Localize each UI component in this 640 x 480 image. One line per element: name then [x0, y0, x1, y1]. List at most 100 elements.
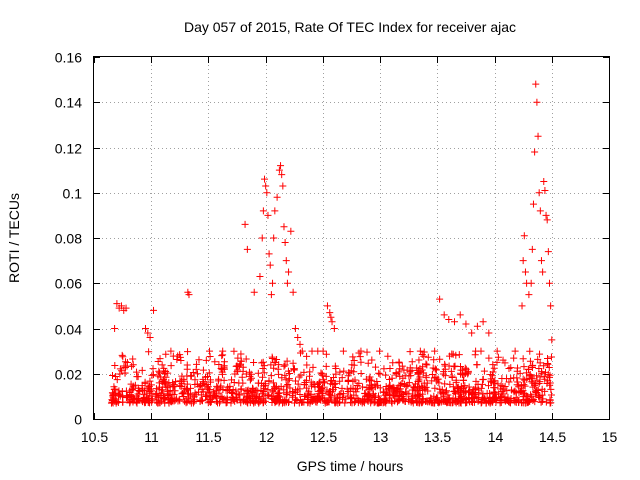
data-point	[485, 329, 493, 337]
data-point	[239, 367, 247, 375]
data-point	[138, 366, 146, 374]
data-point	[211, 358, 219, 366]
data-point	[519, 387, 527, 395]
data-point	[238, 373, 246, 381]
data-point	[422, 374, 430, 382]
data-point	[479, 318, 487, 326]
data-point	[180, 377, 188, 385]
data-point	[252, 386, 260, 394]
data-point	[279, 182, 287, 190]
data-point	[220, 376, 228, 384]
data-point	[176, 353, 184, 361]
data-point	[148, 371, 156, 379]
data-point	[155, 367, 163, 375]
data-point	[381, 388, 389, 396]
data-point	[422, 383, 430, 391]
data-point	[531, 382, 539, 390]
data-point	[511, 387, 519, 395]
data-point	[304, 392, 312, 400]
data-point	[326, 391, 334, 399]
data-point	[254, 387, 262, 395]
data-point	[459, 384, 467, 392]
axis-ticks	[94, 57, 610, 420]
data-point	[197, 396, 205, 404]
data-point	[382, 383, 390, 391]
data-point	[473, 361, 481, 369]
data-point	[489, 361, 497, 369]
data-point	[519, 257, 527, 265]
data-point	[453, 397, 461, 405]
data-point	[317, 369, 325, 377]
data-point	[149, 365, 157, 373]
data-point	[531, 148, 539, 156]
data-point	[287, 227, 295, 235]
data-point	[529, 396, 537, 404]
data-point	[520, 232, 528, 240]
data-point	[503, 387, 511, 395]
data-point	[288, 393, 296, 401]
data-point	[222, 396, 230, 404]
data-point	[380, 365, 388, 373]
data-point	[468, 329, 476, 337]
data-point	[303, 352, 311, 360]
data-point	[542, 398, 550, 406]
data-point	[156, 383, 164, 391]
data-point	[520, 363, 528, 371]
data-point	[344, 378, 352, 386]
data-point	[275, 361, 283, 369]
data-point	[395, 368, 403, 376]
data-point	[505, 364, 513, 372]
data-point	[357, 358, 365, 366]
data-point	[316, 387, 324, 395]
data-point	[457, 366, 465, 374]
data-point	[425, 397, 433, 405]
data-point	[409, 393, 417, 401]
data-point	[527, 279, 535, 287]
data-point	[385, 376, 393, 384]
data-point	[538, 385, 546, 393]
data-point	[234, 354, 242, 362]
data-point	[376, 347, 384, 355]
data-point	[305, 372, 313, 380]
data-point	[490, 364, 498, 372]
x-tick-labels: 10.5 11 11.5 12 12.5 13 13.5 14 14.5 15	[81, 429, 618, 445]
data-point	[264, 211, 272, 219]
data-point	[501, 397, 509, 405]
data-point	[357, 347, 365, 355]
data-point	[364, 359, 372, 367]
data-point	[418, 397, 426, 405]
x-tick-label: 13	[373, 429, 389, 445]
data-point	[129, 361, 137, 369]
data-point	[280, 223, 288, 231]
data-point	[244, 386, 252, 394]
data-point	[113, 300, 121, 308]
data-point	[322, 362, 330, 370]
data-point	[123, 359, 131, 367]
y-axis-title: ROTI / TECUs	[6, 193, 22, 283]
data-point	[371, 398, 379, 406]
data-point	[433, 397, 441, 405]
data-point	[273, 397, 281, 405]
data-point	[398, 389, 406, 397]
data-point	[191, 389, 199, 397]
data-point	[424, 353, 432, 361]
data-point	[206, 347, 214, 355]
data-point	[405, 390, 413, 398]
data-point	[539, 395, 547, 403]
data-point	[418, 350, 426, 358]
data-point	[273, 193, 281, 201]
data-point	[133, 373, 141, 381]
data-point	[547, 385, 555, 393]
data-point	[169, 352, 177, 360]
data-point	[511, 347, 519, 355]
data-point	[513, 374, 521, 382]
data-point	[536, 207, 544, 215]
data-point	[534, 132, 542, 140]
data-point	[296, 340, 304, 348]
data-point	[108, 389, 116, 397]
data-point	[423, 361, 431, 369]
data-point	[265, 250, 273, 258]
data-point	[547, 302, 555, 310]
data-point	[512, 394, 520, 402]
x-tick-label: 13.5	[424, 429, 451, 445]
